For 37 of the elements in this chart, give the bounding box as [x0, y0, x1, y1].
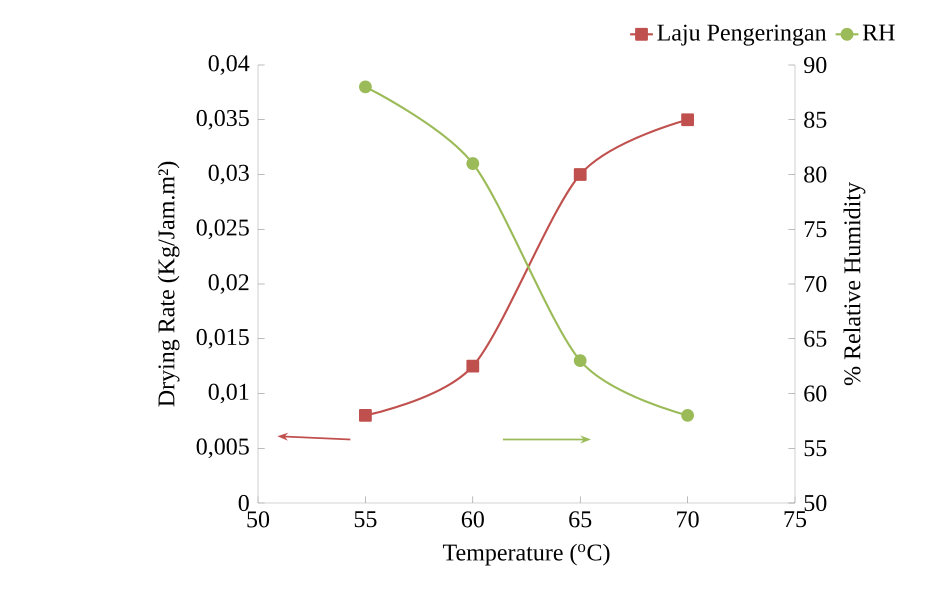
x-tick-label: 50	[247, 511, 270, 528]
y-tick-label: 0,015	[196, 328, 249, 349]
y2-tick-label: 70	[804, 276, 826, 292]
y-tick-label: 0	[238, 494, 249, 512]
x-tick-label: 55	[354, 511, 376, 528]
y-tick-label: 0,02	[208, 274, 248, 294]
y2-tick-label: 60	[804, 385, 826, 402]
y2-tick-label: 50	[804, 494, 826, 512]
y2-tick-label: 55	[804, 440, 826, 456]
y-tick-label: 0,03	[208, 164, 249, 184]
point	[466, 360, 480, 373]
point	[359, 408, 372, 422]
x-tick-label: 60	[462, 511, 484, 528]
legend-label: RH	[862, 24, 895, 40]
x-axis-title: Temperature ($^{o}$C)	[442, 544, 610, 566]
x-tick-label: 65	[569, 511, 592, 528]
y2-tick-label: 90	[804, 56, 826, 74]
y-tick-label: 0,01	[208, 384, 248, 404]
y2-axis-title: % Relative Humidity	[844, 182, 866, 386]
point	[359, 80, 372, 94]
point	[574, 168, 587, 181]
y2-tick-label: 80	[804, 166, 826, 183]
y2-tick-label: 75	[804, 221, 826, 238]
point	[681, 408, 694, 422]
x-tick-label: 70	[677, 511, 699, 528]
point	[466, 157, 480, 170]
x-tick-label: 75	[784, 511, 806, 528]
y-tick-label: 0,005	[196, 438, 249, 458]
y-tick-label: 0,025	[196, 219, 249, 240]
y2-tick-label: 65	[804, 330, 826, 347]
y-tick-label: 0,04	[208, 55, 250, 75]
legend-label: Laju Pengeringan	[657, 24, 826, 46]
y-tick-label: 0,035	[196, 110, 249, 130]
y-axis-title: Drying Rate (Kg/Jam.m²)	[158, 162, 180, 407]
point	[681, 113, 694, 126]
y2-tick-label: 85	[804, 112, 826, 128]
point	[574, 354, 587, 368]
